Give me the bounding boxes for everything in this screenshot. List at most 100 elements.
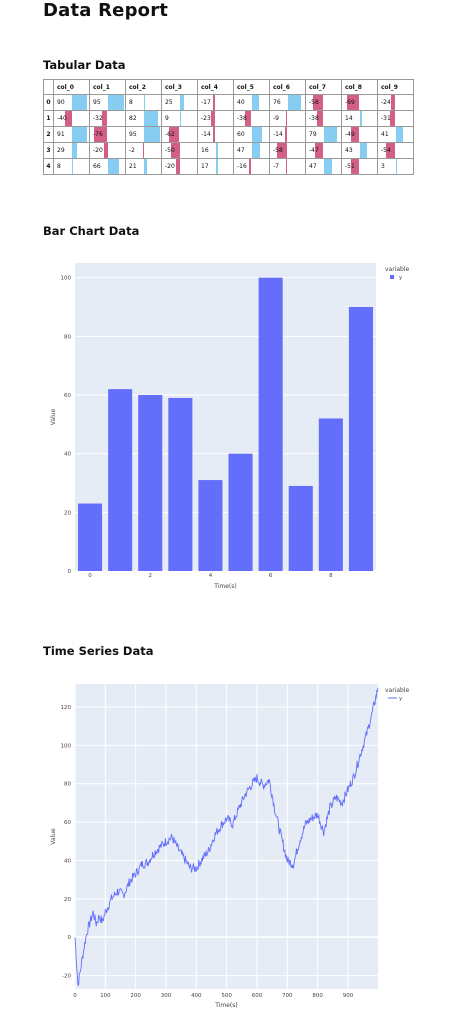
cell-databar <box>170 143 180 158</box>
cell-value: -20 <box>165 163 175 170</box>
table-cell: 43 <box>341 142 378 159</box>
table-cell: -38 <box>305 110 342 127</box>
cell-databar <box>212 95 216 110</box>
cell-value: 82 <box>129 115 137 122</box>
cell-value: -38 <box>309 115 319 122</box>
data-table: col_0 col_1 col_2 col_3 col_4 col_5 col_6 col_7… <box>43 79 414 175</box>
table-cell: -31 <box>377 110 414 127</box>
row-index: 0 <box>43 94 54 111</box>
x-tick-label: 200 <box>130 993 141 999</box>
legend-swatch <box>390 275 394 279</box>
cell-value: -16 <box>237 163 247 170</box>
table-cell: -62 <box>161 126 198 143</box>
table-cell: -2 <box>125 142 162 159</box>
column-header-col_5: col_5 <box>233 79 270 95</box>
column-header-col_6: col_6 <box>269 79 306 95</box>
cell-databar <box>316 111 324 126</box>
x-tick-label: 300 <box>161 993 172 999</box>
table-row: 3 29 -20 -2 -50 16 47 -58 -47 43 -54 <box>43 142 414 159</box>
column-header-col_9: col_9 <box>377 79 414 95</box>
cell-databar <box>244 111 252 126</box>
table-cell: 41 <box>377 126 414 143</box>
table-cell: 91 <box>53 126 90 143</box>
cell-value: 95 <box>93 99 101 106</box>
cell-databar <box>313 95 324 110</box>
table-cell: 79 <box>305 126 342 143</box>
series-line-y <box>74 687 379 987</box>
time-series-chart: -20 0 20 40 60 80 100 120 0 100 200 300 400 500 600 700… <box>50 684 410 1009</box>
row-index: 3 <box>43 142 54 159</box>
cell-databar <box>179 95 184 110</box>
cell-databar <box>386 143 396 158</box>
cell-value: -58 <box>309 99 319 106</box>
column-header-col_1: col_1 <box>89 79 126 95</box>
table-cell: 8 <box>53 158 90 175</box>
y-tick-label: 100 <box>61 743 72 749</box>
y-axis-label: Value <box>50 408 57 425</box>
table-cell: -76 <box>89 126 126 143</box>
cell-databar <box>143 95 145 110</box>
cell-value: 60 <box>237 131 245 138</box>
column-header-col_2: col_2 <box>125 79 162 95</box>
x-tick-label: 2 <box>149 573 153 579</box>
y-tick-label: 40 <box>64 452 71 458</box>
cell-value: 95 <box>129 131 137 138</box>
cell-databar <box>176 159 180 174</box>
row-index: 4 <box>43 158 54 175</box>
cell-value: 47 <box>309 163 317 170</box>
table-row: 1 -40 -32 82 9 -23 -38 -9 -38 14 -31 <box>43 110 414 127</box>
table-cell: 47 <box>305 158 342 175</box>
x-tick-label: 4 <box>209 573 213 579</box>
y-tick-label: 60 <box>64 820 71 826</box>
y-tick-label: 80 <box>64 334 71 340</box>
bar <box>198 480 223 571</box>
y-tick-label: 120 <box>61 705 72 711</box>
table-cell: -51 <box>341 158 378 175</box>
cell-value: 9 <box>165 115 169 122</box>
x-tick-label: 8 <box>329 573 333 579</box>
cell-databar <box>347 95 360 110</box>
table-cell: 95 <box>89 94 126 111</box>
table-cell: -38 <box>233 110 270 127</box>
cell-databar <box>107 95 125 110</box>
y-tick-label: 20 <box>64 897 71 903</box>
cell-databar <box>251 127 262 142</box>
cell-databar <box>390 111 396 126</box>
table-body: 0 90 95 8 25 -17 40 76 -58 -69 -24 1 -40 -32 82 9 -23 -38… <box>43 94 414 175</box>
cell-databar <box>143 127 161 142</box>
cell-databar <box>71 95 88 110</box>
cell-databar <box>315 143 324 158</box>
index-header <box>43 79 54 95</box>
table-cell: -20 <box>161 158 198 175</box>
table-cell: -47 <box>305 142 342 159</box>
cell-value: -58 <box>273 147 283 154</box>
cell-databar <box>323 127 338 142</box>
cell-databar <box>391 95 396 110</box>
x-tick-label: 500 <box>221 993 232 999</box>
column-header-col_4: col_4 <box>197 79 234 95</box>
bar <box>108 389 133 571</box>
table-cell: 16 <box>197 142 234 159</box>
table-cell: -16 <box>233 158 270 175</box>
table-cell: 47 <box>233 142 270 159</box>
x-axis-label: Time(s) <box>213 583 237 590</box>
cell-databar <box>213 127 216 142</box>
cell-value: 17 <box>201 163 209 170</box>
column-header-col_0: col_0 <box>53 79 90 95</box>
cell-databar <box>215 159 219 174</box>
x-tick-label: 700 <box>282 993 293 999</box>
table-cell: 3 <box>377 158 414 175</box>
cell-value: 40 <box>237 99 245 106</box>
cell-value: -14 <box>273 131 283 138</box>
table-cell: -32 <box>89 110 126 127</box>
cell-value: 8 <box>129 99 133 106</box>
cell-value: -47 <box>309 147 319 154</box>
cell-databar <box>287 95 301 110</box>
table-cell: -17 <box>197 94 234 111</box>
table-cell: -69 <box>341 94 378 111</box>
table-cell: -54 <box>377 142 414 159</box>
table-row: 0 90 95 8 25 -17 40 76 -58 -69 -24 <box>43 94 414 111</box>
y-tick-label: 20 <box>64 510 71 516</box>
cell-databar <box>286 159 288 174</box>
table-heading: Tabular Data <box>43 58 126 72</box>
